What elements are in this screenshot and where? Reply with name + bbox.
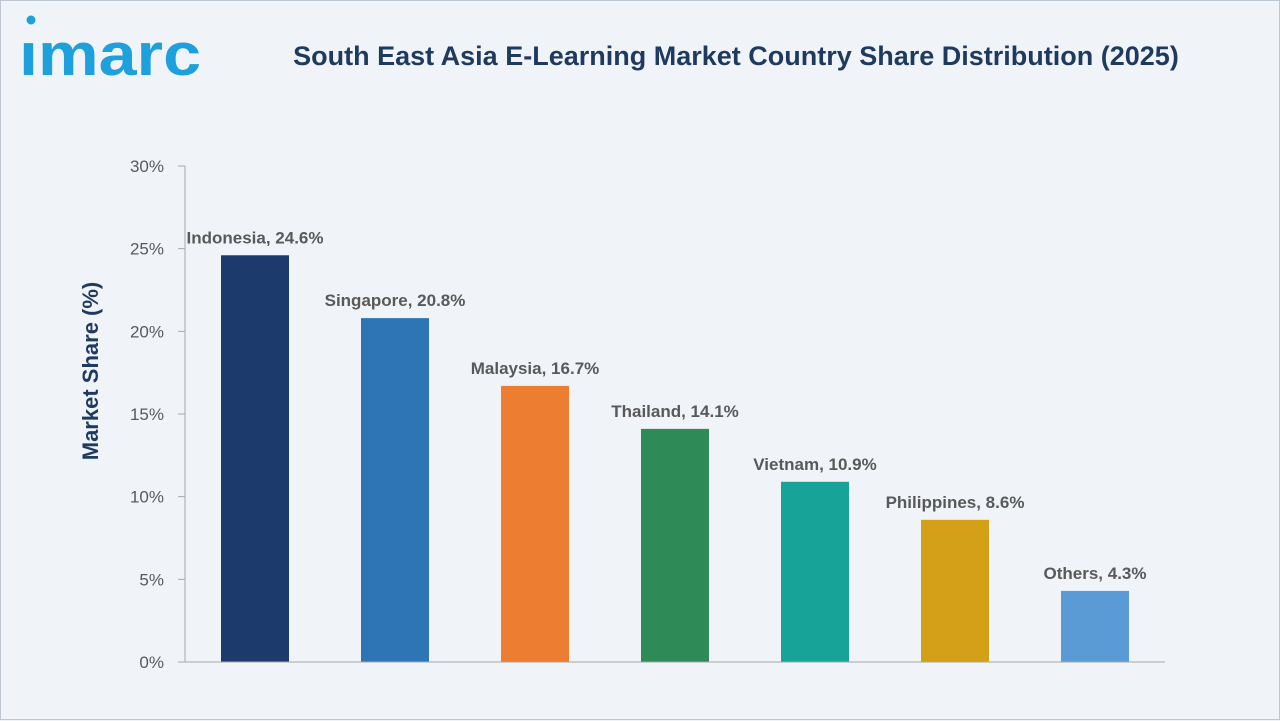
bar-thailand bbox=[641, 428, 709, 662]
data-label-malaysia: Malaysia, 16.7% bbox=[471, 359, 600, 378]
y-tick-label: 0% bbox=[139, 653, 164, 672]
y-tick-label: 20% bbox=[130, 322, 164, 341]
bars bbox=[221, 255, 1129, 662]
logo-wordmark: ımarc bbox=[19, 21, 201, 85]
imarc-logo: ımarc bbox=[19, 15, 201, 85]
bar-philippines bbox=[921, 519, 989, 662]
data-label-singapore: Singapore, 20.8% bbox=[325, 291, 466, 310]
chart-title: South East Asia E-Learning Market Countr… bbox=[293, 41, 1179, 71]
bar-singapore bbox=[361, 318, 429, 662]
data-label-thailand: Thailand, 14.1% bbox=[611, 402, 739, 421]
y-tick-label: 15% bbox=[130, 405, 164, 424]
bar-malaysia bbox=[501, 385, 569, 662]
logo-dot bbox=[26, 15, 36, 25]
y-tick-label: 25% bbox=[130, 240, 164, 259]
bar-others bbox=[1061, 590, 1129, 662]
y-tick-label: 5% bbox=[139, 570, 164, 589]
y-tick-label: 10% bbox=[130, 488, 164, 507]
bar-vietnam bbox=[781, 481, 849, 662]
bar-indonesia bbox=[221, 255, 289, 662]
data-labels: Indonesia, 24.6% Singapore, 20.8% Malaysia… bbox=[187, 228, 1147, 583]
y-axis: 0% 5% 10% 15% 20% 25% 30% bbox=[130, 157, 186, 672]
y-tick-label: 30% bbox=[130, 157, 164, 176]
data-label-others: Others, 4.3% bbox=[1044, 564, 1147, 583]
y-axis-title: Market Share (%) bbox=[78, 282, 103, 461]
data-label-philippines: Philippines, 8.6% bbox=[886, 493, 1025, 512]
data-label-indonesia: Indonesia, 24.6% bbox=[187, 228, 324, 247]
data-label-vietnam: Vietnam, 10.9% bbox=[753, 455, 876, 474]
